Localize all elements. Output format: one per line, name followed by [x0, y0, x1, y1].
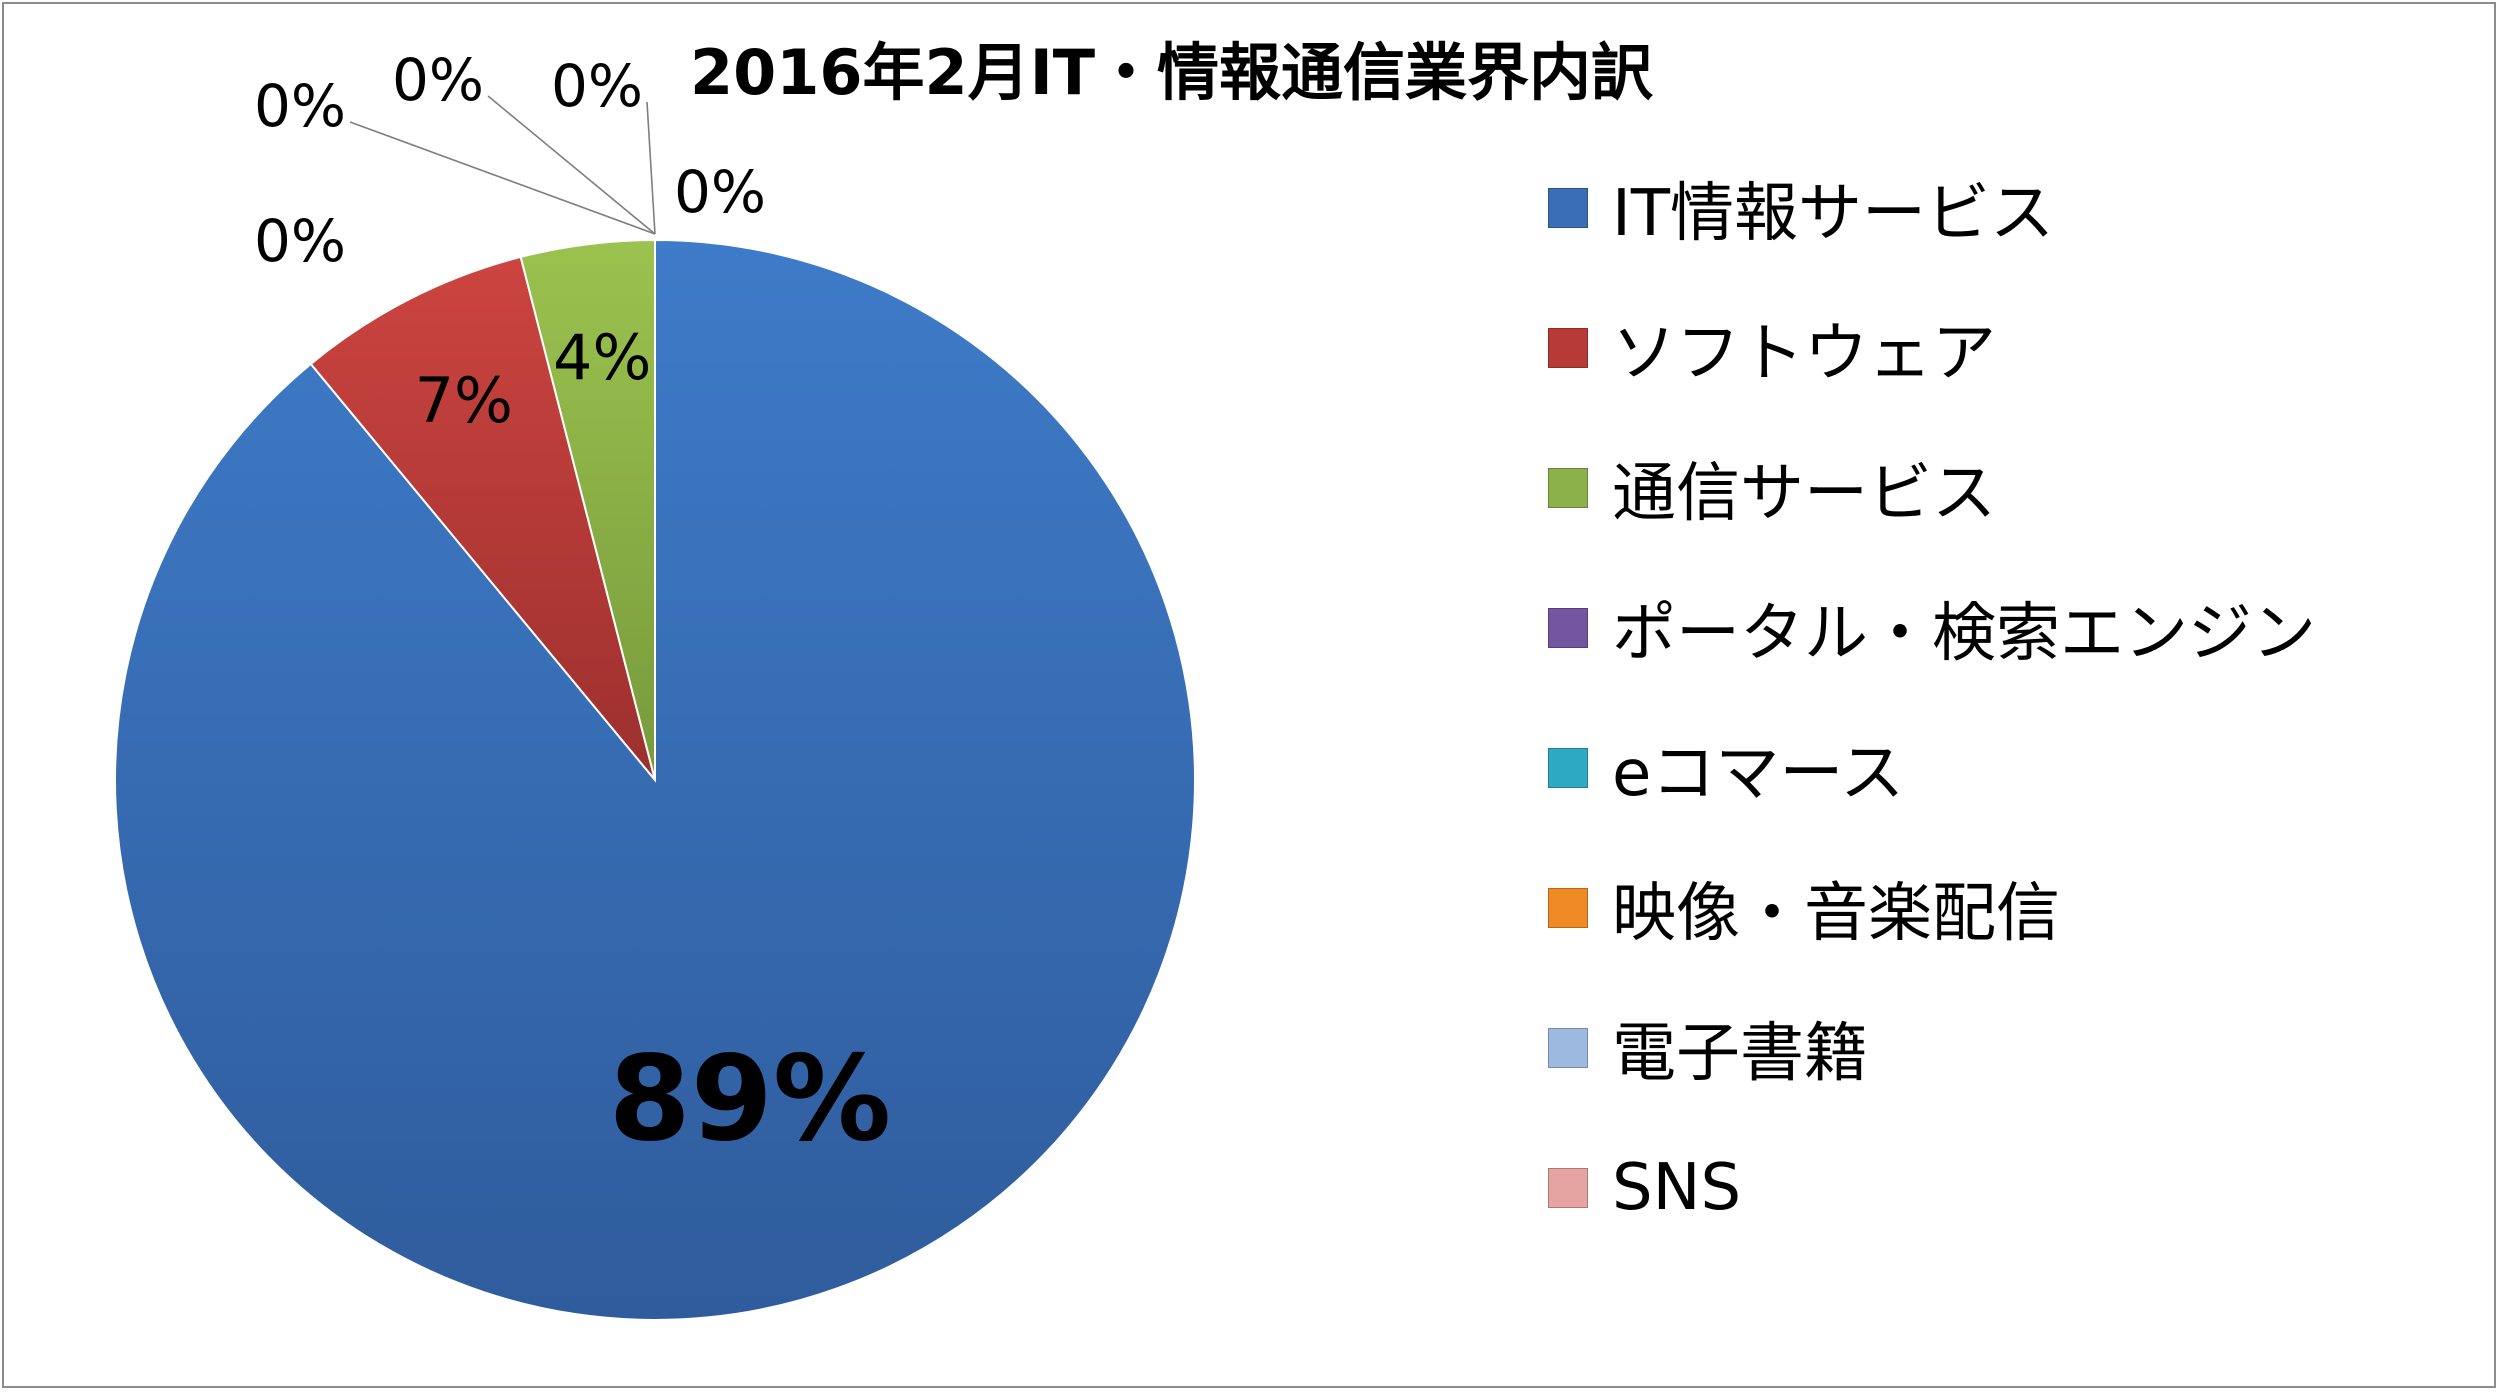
legend-swatch-1: [1548, 328, 1588, 368]
slice-label-4: 0%: [392, 46, 484, 114]
legend-label-1: ソフトウェア: [1612, 317, 1996, 391]
legend-item-4: eコマース: [1548, 698, 2488, 838]
legend-swatch-3: [1548, 608, 1588, 648]
legend-swatch-5: [1548, 888, 1588, 928]
legend-item-6: 電子書籍: [1548, 978, 2488, 1118]
pie-slice-1: [309, 255, 656, 781]
legend-item-7: SNS: [1548, 1118, 2488, 1258]
legend-item-3: ポータル・検索エンジン: [1548, 558, 2488, 698]
pie-slice-2: [519, 238, 656, 781]
legend-swatch-6: [1548, 1028, 1588, 1068]
legend-label-2: 通信サービス: [1612, 457, 1996, 531]
legend-label-4: eコマース: [1612, 737, 1905, 811]
slice-label-3: 0%: [254, 72, 346, 140]
slice-label-5: 0%: [551, 52, 643, 120]
legend-label-3: ポータル・検索エンジン: [1612, 597, 2316, 671]
legend-item-5: 映像・音楽配信: [1548, 838, 2488, 978]
legend: IT情報サービス ソフトウェア 通信サービスポータル・検索エンジン eコマース映像・音…: [1548, 138, 2488, 1258]
legend-item-1: ソフトウェア: [1548, 278, 2488, 418]
legend-swatch-0: [1548, 188, 1588, 228]
legend-swatch-2: [1548, 468, 1588, 508]
legend-label-7: SNS: [1612, 1151, 1742, 1225]
legend-label-0: IT情報サービス: [1612, 177, 2054, 251]
slice-label-2: 4%: [553, 321, 651, 394]
legend-swatch-7: [1548, 1168, 1588, 1208]
slice-label-6: 0%: [674, 158, 766, 226]
legend-label-5: 映像・音楽配信: [1612, 877, 2060, 951]
leader-line-4: [487, 95, 656, 235]
chart-title: 2016年2月IT・情報通信業界内訳: [690, 36, 1654, 109]
legend-item-2: 通信サービス: [1548, 418, 2488, 558]
legend-swatch-4: [1548, 748, 1588, 788]
legend-label-6: 電子書籍: [1612, 1017, 1868, 1091]
leader-line-3: [349, 121, 656, 235]
slice-label-0: 89%: [609, 1030, 891, 1168]
slice-label-7: 0%: [254, 207, 346, 275]
leader-line-5: [646, 101, 656, 235]
legend-item-0: IT情報サービス: [1548, 138, 2488, 278]
slice-label-1: 7%: [415, 364, 513, 437]
